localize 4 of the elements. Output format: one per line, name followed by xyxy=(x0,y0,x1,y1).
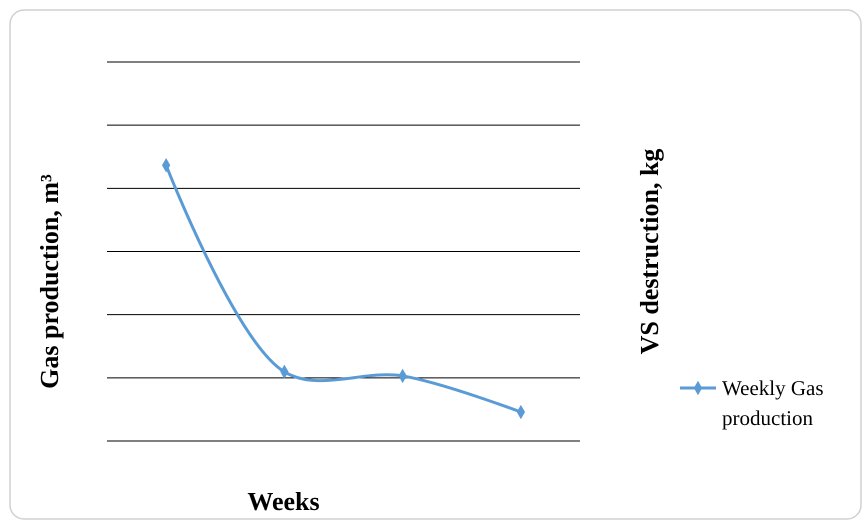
y-axis-title: Gas production, m³ xyxy=(35,174,64,389)
legend-label: Weekly Gas production xyxy=(722,376,824,430)
y2-axis-title: VS destruction, kg xyxy=(635,148,664,354)
x-axis-title: Weeks xyxy=(247,487,320,516)
